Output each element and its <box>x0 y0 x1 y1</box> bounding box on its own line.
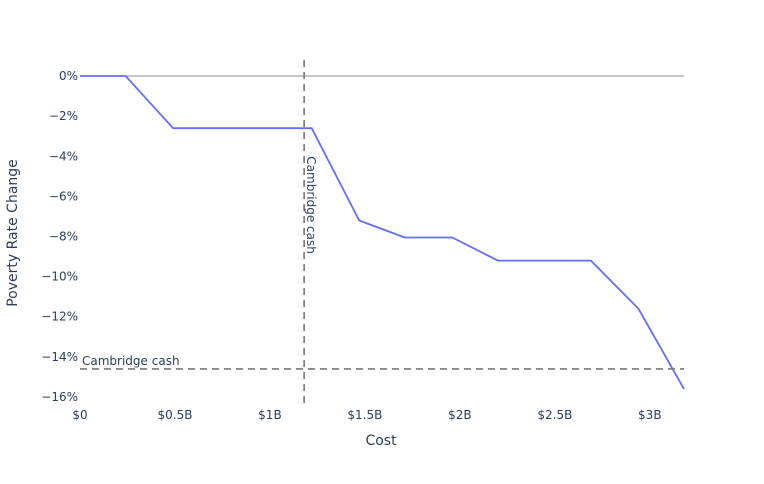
x-tick-label: $0.5B <box>157 408 192 422</box>
series-line <box>80 75 685 390</box>
x-tick-label: $1.5B <box>347 408 382 422</box>
plot-area: Cambridge cash Cambridge cash <box>80 60 685 405</box>
y-axis-title: Poverty Rate Change <box>5 159 21 307</box>
y-tick-label: 0% <box>59 69 78 83</box>
y-tick-label: −14% <box>41 350 78 364</box>
x-tick-label: $0 <box>72 408 87 422</box>
y-tick-label: −16% <box>41 390 78 404</box>
y-tick-label: −4% <box>49 149 78 163</box>
x-tick-label: $3B <box>638 408 662 422</box>
x-tick-label: $2.5B <box>537 408 572 422</box>
y-tick-label: −8% <box>49 230 78 244</box>
y-axis-ticks: 0% −2% −4% −6% −8% −10% −12% −14% −16% <box>41 69 78 404</box>
y-tick-label: −2% <box>49 109 78 123</box>
y-tick-label: −6% <box>49 189 78 203</box>
horizontal-reference-label: Cambridge cash <box>82 354 180 368</box>
x-tick-label: $1B <box>258 408 282 422</box>
vertical-reference-label: Cambridge cash <box>304 156 318 254</box>
x-axis-ticks: $0 $0.5B $1B $1.5B $2B $2.5B $3B <box>72 408 661 422</box>
y-tick-label: −12% <box>41 310 78 324</box>
x-axis-title: Cost <box>365 433 397 449</box>
x-tick-label: $2B <box>448 408 472 422</box>
y-tick-label: −10% <box>41 270 78 284</box>
